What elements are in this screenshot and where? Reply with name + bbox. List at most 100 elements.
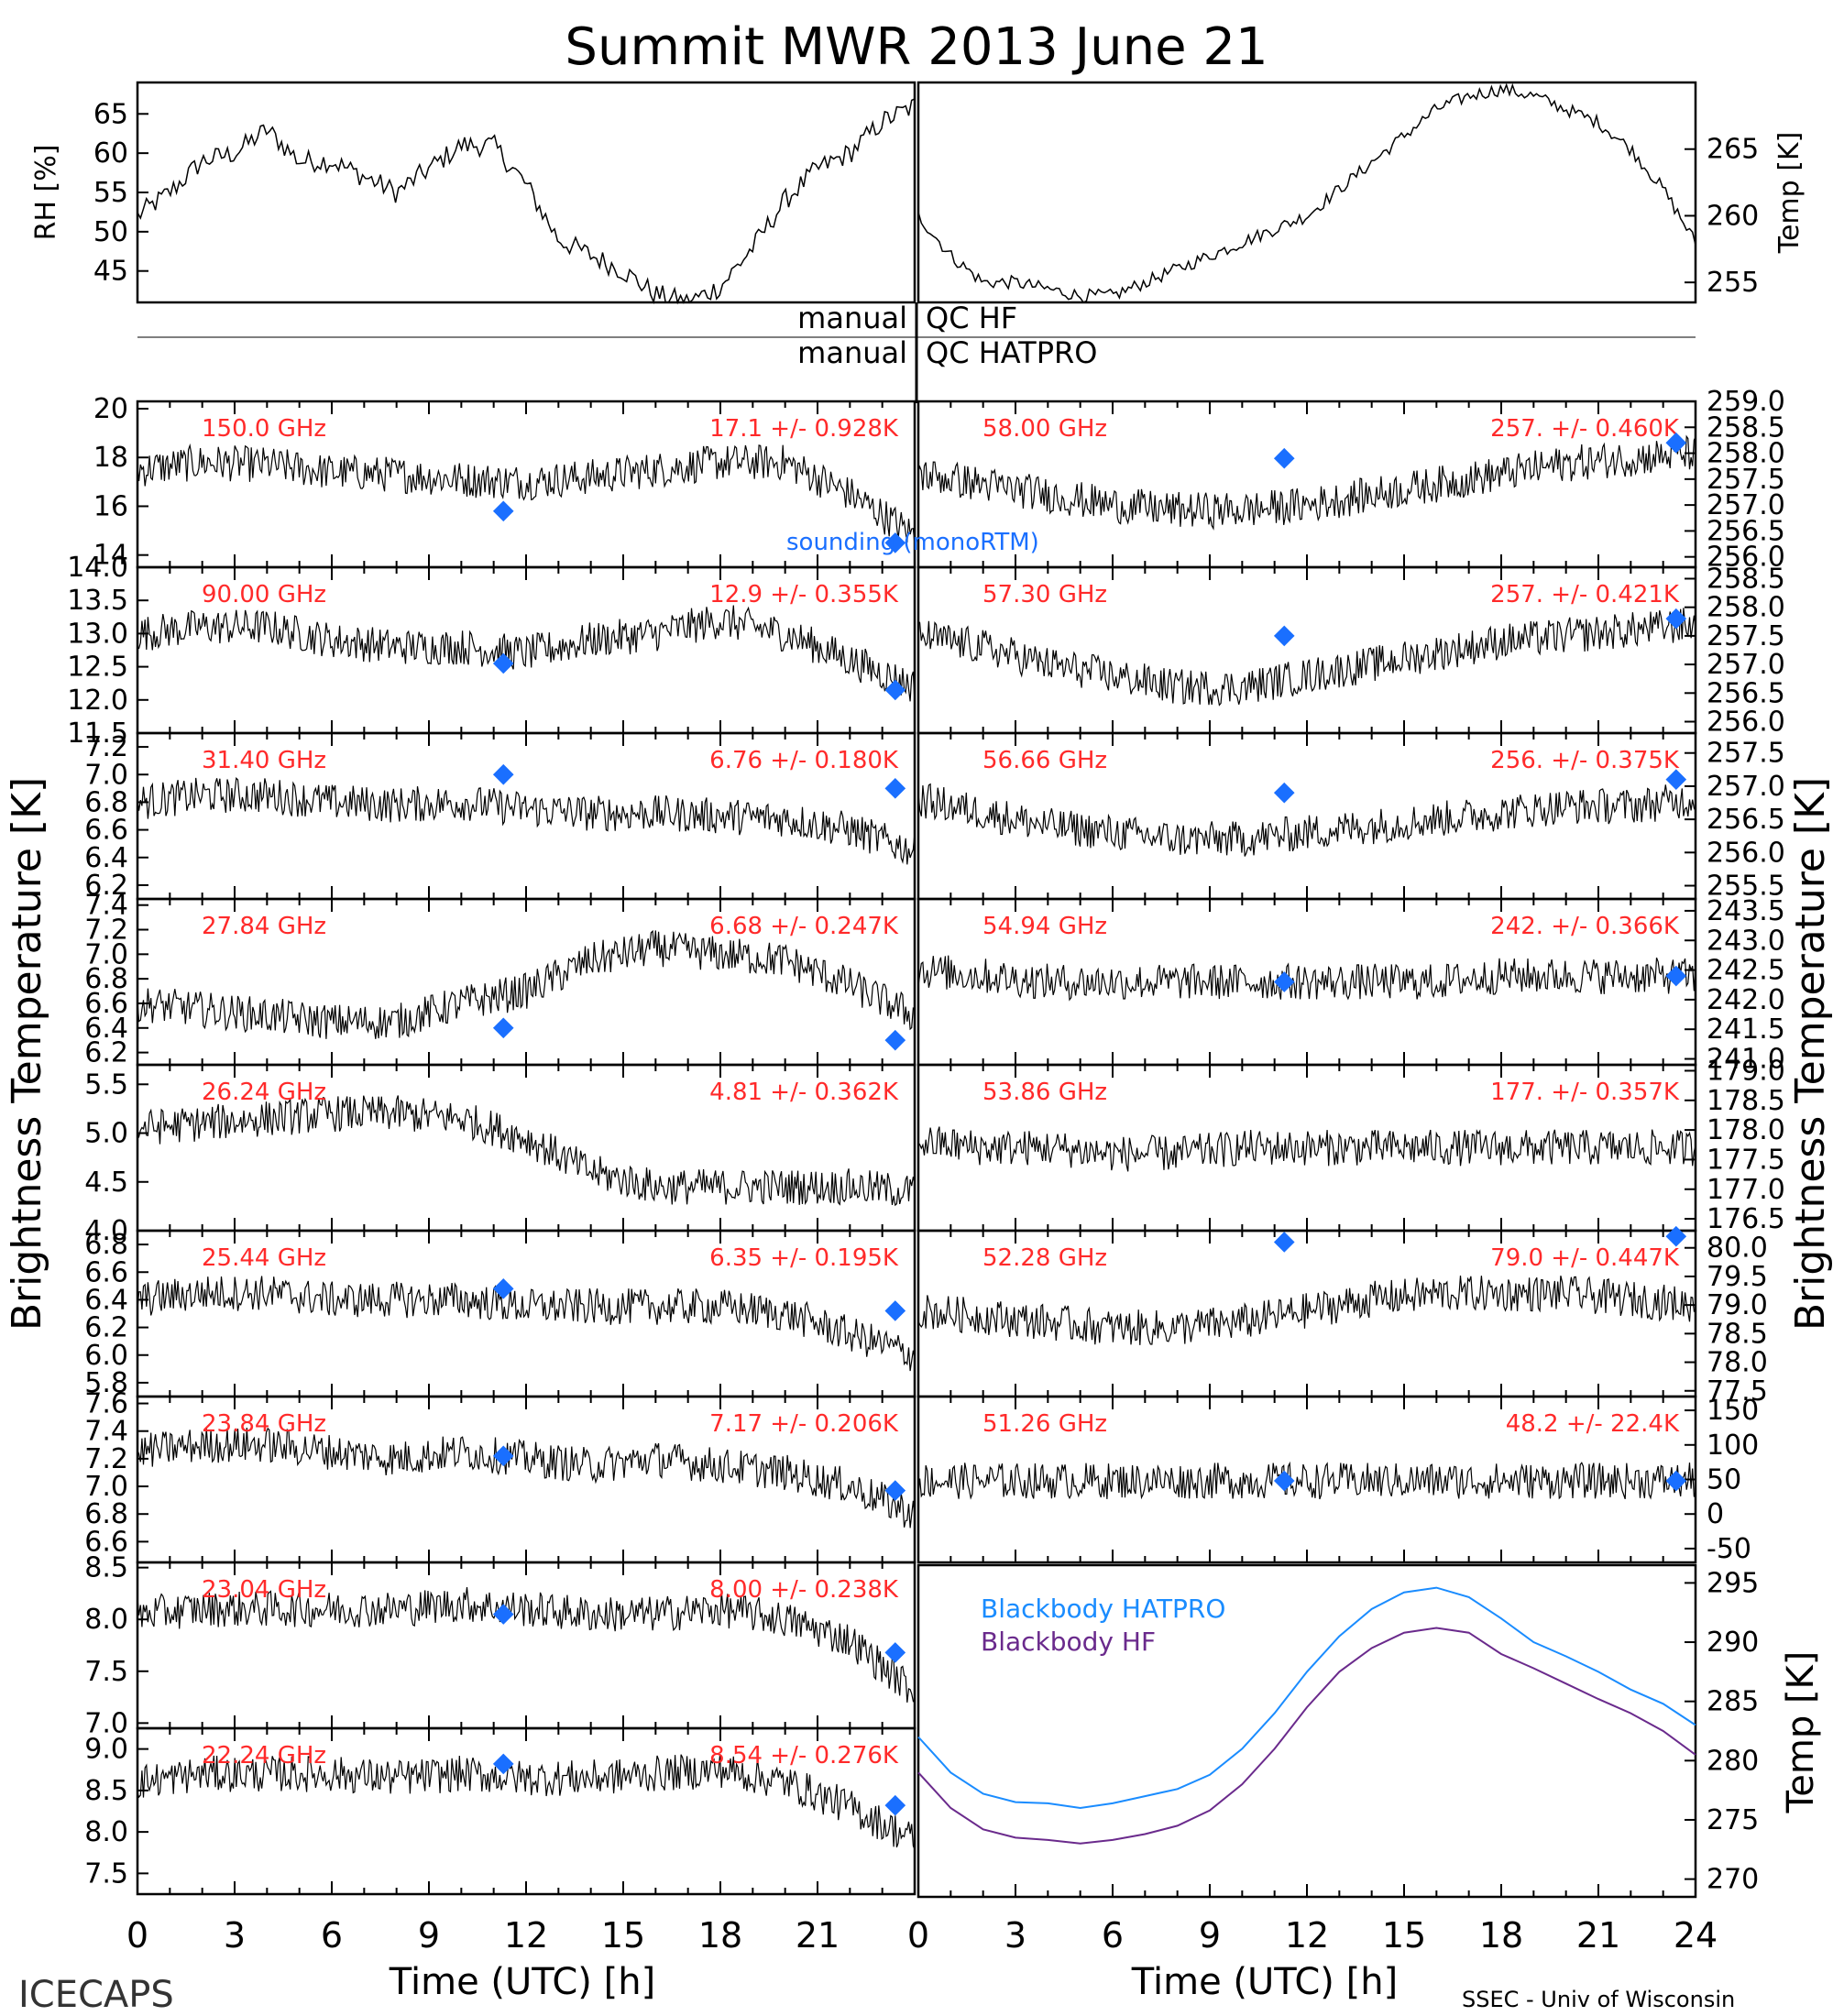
y-tick-label: 6.8 (84, 1229, 128, 1261)
figure-title: Summit MWR 2013 June 21 (565, 17, 1268, 77)
channel-stat-label: 6.76 +/- 0.180K (709, 747, 899, 774)
channel-frequency-label: 54.94 GHz (982, 913, 1107, 940)
channel-stat-label: 6.35 +/- 0.195K (709, 1244, 899, 1272)
x-tick-label: 0 (126, 1915, 148, 1956)
temp-ylabel: Temp [K] (1773, 132, 1806, 255)
x-tick-label: 3 (1004, 1915, 1026, 1956)
channel-stat-label: 7.17 +/- 0.206K (709, 1410, 899, 1438)
y-tick-label: 257.5 (1707, 620, 1785, 652)
x-tick-label: 18 (1479, 1915, 1523, 1956)
right-x-axis: 0 3 6 9 12 15 18 21 24 (907, 1915, 1718, 1956)
y-tick-label: 8.5 (84, 1775, 128, 1807)
y-tick-label: 256.0 (1707, 707, 1785, 739)
x-tick-label: 9 (418, 1915, 440, 1956)
y-tick-label: 6.6 (84, 988, 128, 1020)
channel-frequency-label: 53.86 GHz (982, 1079, 1107, 1106)
y-tick-label: 79.0 (1707, 1289, 1768, 1321)
channel-frequency-label: 51.26 GHz (982, 1410, 1107, 1438)
y-tick-label: 5.0 (84, 1118, 128, 1150)
temp-panel: 255 260 265 Temp [K] (916, 81, 1806, 304)
channel-stat-label: 257. +/- 0.421K (1490, 581, 1680, 608)
channel-stat-label: 6.68 +/- 0.247K (709, 913, 899, 940)
y-tick-label: 7.0 (84, 1471, 128, 1503)
channel-panel: 11.512.012.513.013.514.0 90.00 GHz 12.9 +/… (67, 552, 916, 750)
y-tick-label: 177.5 (1707, 1144, 1785, 1176)
channel-frequency-label: 23.84 GHz (202, 1410, 326, 1438)
y-tick-label: 256.5 (1707, 804, 1785, 836)
y-tick-label: 5.8 (84, 1367, 128, 1399)
sounding-marker (1273, 782, 1295, 804)
x-tick-label: 6 (1102, 1915, 1124, 1956)
channel-series (137, 1427, 916, 1528)
y-tick-label: 78.5 (1707, 1318, 1768, 1350)
channel-series (917, 1276, 1696, 1345)
y-tick-label: 179.0 (1707, 1055, 1785, 1087)
channel-panel: 7.5 8.0 8.5 9.0 22.24 GHz 8.54 +/- 0.276K (84, 1726, 916, 1896)
sounding-marker (1665, 1470, 1687, 1492)
y-tick-label: 280 (1707, 1745, 1759, 1777)
channel-series (917, 434, 1696, 531)
left-ylabel: Brightness Temperature [K] (4, 777, 50, 1331)
sounding-marker (1273, 971, 1295, 992)
y-tick-label: 7.5 (84, 1857, 128, 1890)
channel-series (917, 1461, 1696, 1500)
x-tick-label: 18 (698, 1915, 742, 1956)
channel-panel: 4.0 4.5 5.0 5.5 26.24 GHz 4.81 +/- 0.362K (84, 1063, 916, 1247)
y-tick-label: 256.5 (1707, 677, 1785, 709)
x-tick-label: 6 (321, 1915, 343, 1956)
y-tick-label: 16 (93, 490, 128, 522)
y-tick-label: 6.0 (84, 1340, 128, 1372)
y-tick-label: 176.5 (1707, 1203, 1785, 1235)
y-tick-label: 7.2 (84, 915, 128, 947)
y-tick-label: 7.2 (84, 1443, 128, 1475)
channel-series (137, 929, 916, 1039)
channel-panel: 6.26.46.66.87.07.2 31.40 GHz 6.76 +/- 0.18… (84, 731, 916, 902)
legend-blackbody-hatpro: Blackbody HATPRO (981, 1594, 1225, 1624)
y-tick-label: 7.4 (84, 890, 128, 922)
sounding-marker (884, 1300, 906, 1321)
y-tick-label: 257.5 (1707, 464, 1785, 496)
y-tick-label: 7.2 (84, 731, 128, 763)
y-tick-label: 257.0 (1707, 489, 1785, 521)
legend-blackbody-hf: Blackbody HF (981, 1627, 1156, 1657)
y-tick-label: 13.5 (67, 585, 128, 617)
x-tick-label: 15 (601, 1915, 645, 1956)
y-tick-label: 18 (93, 442, 128, 474)
y-tick-label: 11.5 (67, 718, 128, 750)
left-x-axis: 0 3 6 9 12 15 18 21 (126, 1915, 840, 1956)
y-tick-label: 241.0 (1707, 1044, 1785, 1076)
channel-series (137, 605, 916, 704)
y-tick-label: 45 (93, 256, 128, 288)
blackbody-y-ticks: 270 275 280 285 290 295 (917, 1567, 1759, 1897)
y-tick-label: 256.5 (1707, 515, 1785, 547)
sounding-marker (492, 1753, 514, 1775)
y-tick-label: 7.0 (84, 1707, 128, 1739)
qc-hatpro-label: QC HATPRO (926, 335, 1097, 370)
channel-frequency-label: 56.66 GHz (982, 747, 1107, 774)
y-tick-label: 6.4 (84, 1284, 128, 1316)
x-tick-label: 9 (1199, 1915, 1221, 1956)
qc-hf-label: QC HF (926, 301, 1017, 335)
rh-panel: 45 50 55 60 65 RH [%] (30, 81, 916, 305)
channel-frequency-label: 27.84 GHz (202, 913, 326, 940)
y-tick-label: 258.0 (1707, 592, 1785, 624)
sounding-marker (492, 500, 514, 522)
y-tick-label: 8.0 (84, 1604, 128, 1636)
blackbody-hatpro-line (917, 1586, 1696, 1810)
sounding-legend: sounding (monoRTM) (786, 529, 1039, 556)
sounding-marker (1665, 432, 1687, 454)
channel-panel: 6.66.87.07.27.47.6 23.84 GHz 7.17 +/- 0.20… (84, 1388, 916, 1564)
y-tick-label: 260 (1707, 200, 1759, 232)
y-tick-label: 78.0 (1707, 1347, 1768, 1379)
channel-stat-label: 17.1 +/- 0.928K (709, 415, 899, 443)
x-tick-label: 15 (1382, 1915, 1426, 1956)
y-tick-label: 243.0 (1707, 925, 1785, 957)
channel-series (917, 1126, 1696, 1172)
channel-stat-label: 8.00 +/- 0.238K (709, 1576, 899, 1604)
right-ylabel: Brightness Temperature [K] (1787, 777, 1833, 1331)
channel-frequency-label: 52.28 GHz (982, 1244, 1107, 1272)
x-tick-label: 24 (1674, 1915, 1718, 1956)
sounding-marker (1665, 965, 1687, 987)
